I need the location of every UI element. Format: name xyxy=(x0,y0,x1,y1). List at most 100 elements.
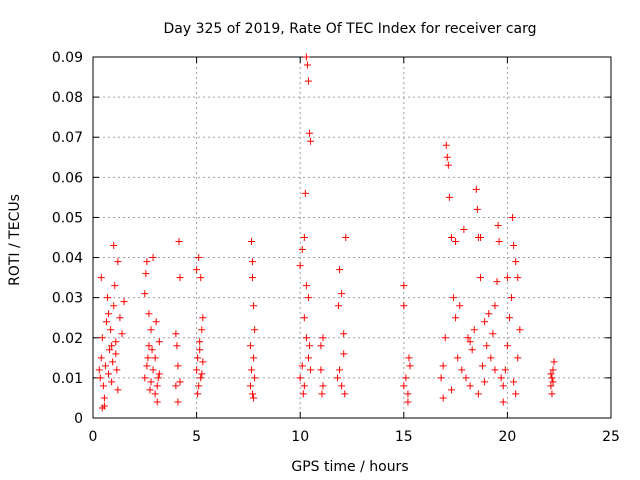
data-point xyxy=(197,374,205,382)
data-point xyxy=(452,314,460,322)
data-point xyxy=(503,274,511,282)
data-point xyxy=(302,334,310,342)
data-point xyxy=(110,242,118,250)
data-point xyxy=(547,382,555,390)
data-point xyxy=(172,382,180,390)
data-point xyxy=(142,270,150,278)
y-tick-label: 0.05 xyxy=(52,210,83,226)
data-point xyxy=(335,302,343,310)
data-point xyxy=(491,302,499,310)
data-point xyxy=(98,334,106,342)
data-point xyxy=(493,278,501,286)
data-point xyxy=(148,346,156,354)
data-point xyxy=(336,366,344,374)
data-point xyxy=(510,242,518,250)
data-point xyxy=(111,282,119,290)
y-tick-label: 0.03 xyxy=(52,291,83,307)
data-point xyxy=(301,189,309,197)
data-point xyxy=(199,358,207,366)
data-point xyxy=(300,382,308,390)
data-point xyxy=(199,314,207,322)
data-point xyxy=(439,362,447,370)
data-point xyxy=(195,254,203,262)
data-point xyxy=(319,382,327,390)
axis-ticks: 0 5 10 15 20 25 0 0.01 0.02 0.03 0.04 0.05 0.06 0.07 0… xyxy=(52,50,620,445)
x-tick-label: 20 xyxy=(498,429,516,445)
data-point xyxy=(441,334,449,342)
data-point xyxy=(173,342,181,350)
data-point xyxy=(549,366,557,374)
data-point xyxy=(149,254,157,262)
data-point xyxy=(509,213,517,221)
data-point xyxy=(147,326,155,334)
data-point xyxy=(250,302,258,310)
data-point xyxy=(439,394,447,402)
data-point xyxy=(466,338,474,346)
data-point xyxy=(489,330,497,338)
data-point xyxy=(505,314,513,322)
data-point xyxy=(550,358,558,366)
data-point xyxy=(503,342,511,350)
data-point xyxy=(512,390,520,398)
data-point xyxy=(246,342,254,350)
data-point xyxy=(501,366,509,374)
data-point xyxy=(106,346,114,354)
data-point xyxy=(304,354,312,362)
data-point xyxy=(510,378,518,386)
data-point xyxy=(472,185,480,193)
data-point xyxy=(107,326,115,334)
data-point xyxy=(96,374,104,382)
data-point xyxy=(304,77,312,85)
data-point xyxy=(479,362,487,370)
data-point xyxy=(447,234,455,241)
x-tick-label: 15 xyxy=(395,429,413,445)
data-point xyxy=(249,258,257,266)
data-point xyxy=(108,342,116,350)
data-point xyxy=(174,362,182,370)
x-axis-label: GPS time / hours xyxy=(291,459,408,475)
data-point xyxy=(250,394,258,402)
data-point xyxy=(196,346,204,354)
data-point xyxy=(474,390,482,398)
data-point xyxy=(251,374,259,382)
data-point xyxy=(404,398,412,406)
data-point xyxy=(512,258,520,266)
data-point xyxy=(114,386,122,394)
data-point xyxy=(462,374,470,382)
data-point xyxy=(447,386,455,394)
data-point xyxy=(468,346,476,354)
data-point xyxy=(340,330,348,338)
data-point xyxy=(516,326,524,334)
data-point xyxy=(499,382,507,390)
data-point xyxy=(456,302,464,310)
data-point xyxy=(333,374,341,382)
y-tick-label: 0.09 xyxy=(52,50,83,66)
data-point xyxy=(196,338,204,346)
data-point xyxy=(547,370,555,378)
data-point xyxy=(99,382,107,390)
data-point xyxy=(549,378,557,386)
grid-lines xyxy=(93,57,611,418)
data-point xyxy=(296,262,304,270)
data-point xyxy=(194,390,202,398)
data-point xyxy=(303,61,311,69)
data-point xyxy=(298,362,306,370)
data-point xyxy=(149,366,157,374)
data-point xyxy=(296,374,304,382)
data-point xyxy=(176,378,184,386)
data-point xyxy=(476,274,484,282)
data-point xyxy=(306,129,314,137)
data-point xyxy=(100,394,108,402)
data-point xyxy=(317,342,325,350)
data-point xyxy=(497,374,505,382)
data-point xyxy=(443,153,451,161)
data-point xyxy=(155,370,163,378)
data-point xyxy=(317,366,325,374)
data-point xyxy=(198,370,206,378)
data-point xyxy=(404,390,412,398)
data-point xyxy=(304,294,312,302)
data-point xyxy=(147,378,155,386)
data-point xyxy=(118,330,126,338)
data-point xyxy=(299,390,307,398)
data-point xyxy=(445,193,453,201)
